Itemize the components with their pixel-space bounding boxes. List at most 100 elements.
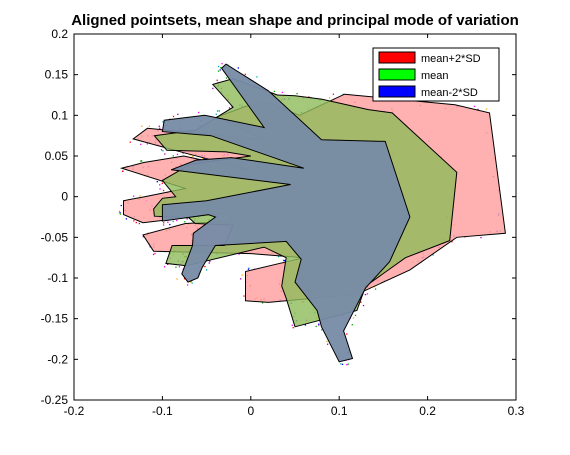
- scatter-point: [169, 223, 171, 226]
- y-tick-label: -0.1: [47, 271, 68, 285]
- scatter-point: [291, 324, 293, 327]
- scatter-point: [163, 266, 166, 268]
- y-tick-label: -0.05: [41, 230, 69, 244]
- axes-layer: -0.2 -0.1 0 0.1 0.2 0.3 0.2 0.15 0.1 0.05 0 -0.05 -0…: [41, 27, 525, 418]
- y-tick-label: -0.15: [41, 312, 69, 326]
- scatter-point: [164, 153, 166, 155]
- scatter-point: [172, 115, 175, 118]
- scatter-point: [283, 259, 285, 262]
- y-tick-label: -0.2: [47, 352, 68, 366]
- scatter-point: [161, 182, 164, 184]
- scatter-point: [159, 188, 161, 190]
- scatter-point: [197, 111, 200, 114]
- scatter-point: [485, 108, 488, 110]
- y-tick-label: 0.05: [45, 149, 69, 163]
- scatter-point: [217, 65, 220, 68]
- scatter-point: [140, 160, 143, 162]
- scatter-point: [432, 254, 434, 256]
- scatter-point: [308, 96, 310, 98]
- scatter-point: [212, 87, 214, 90]
- scatter-point: [183, 278, 186, 280]
- scatter-point: [218, 110, 220, 112]
- chart-title: Aligned pointsets, mean shape and princi…: [71, 12, 519, 29]
- scatter-point: [132, 195, 135, 197]
- scatter-point: [191, 282, 193, 284]
- scatter-point: [228, 107, 231, 109]
- scatter-point: [281, 91, 284, 94]
- scatter-point: [129, 141, 131, 143]
- x-tick-label: -0.1: [152, 404, 173, 418]
- x-tick-label: 0.3: [508, 404, 525, 418]
- scatter-point: [160, 149, 163, 151]
- scatter-point: [315, 325, 317, 328]
- x-tick-label: -0.2: [64, 404, 85, 418]
- scatter-point: [318, 323, 320, 325]
- scatter-point: [248, 267, 250, 269]
- scatter-point: [241, 274, 243, 276]
- x-tick-label: 0.2: [419, 404, 436, 418]
- scatter-point: [304, 324, 307, 326]
- scatter-point: [119, 211, 121, 214]
- scatter-point: [219, 69, 221, 71]
- legend-swatch: [378, 51, 416, 64]
- scatter-point: [162, 121, 164, 123]
- scatter-point: [364, 293, 367, 296]
- scatter-point: [138, 222, 141, 225]
- scatter-point: [360, 301, 362, 303]
- legend-label: mean: [421, 70, 449, 82]
- scatter-point: [176, 219, 178, 222]
- scatter-point: [202, 265, 205, 268]
- scatter-point: [342, 93, 344, 95]
- legend-swatch: [378, 68, 416, 81]
- scatter-point: [374, 288, 377, 290]
- scatter-point: [215, 113, 217, 115]
- scatter-point: [221, 62, 223, 65]
- y-tick-label: 0.15: [45, 68, 69, 82]
- scatter-point: [162, 150, 164, 152]
- scatter-point: [240, 278, 242, 280]
- x-tick-label: 0.1: [331, 404, 348, 418]
- scatter-point: [351, 324, 353, 326]
- scatter-point: [172, 220, 174, 223]
- scatter-point: [216, 110, 219, 112]
- scatter-point: [162, 224, 165, 226]
- scatter-point: [273, 90, 275, 93]
- scatter-point: [237, 67, 239, 69]
- scatter-point: [354, 314, 357, 317]
- scatter-point: [177, 113, 179, 116]
- scatter-point: [159, 127, 161, 129]
- legend-label: mean+2*SD: [421, 53, 481, 65]
- scatter-point: [186, 284, 189, 286]
- scatter-point: [225, 77, 228, 79]
- scatter-point: [140, 160, 142, 162]
- scatter-point: [341, 363, 344, 366]
- y-tick-label: 0.2: [51, 27, 68, 41]
- scatter-point: [154, 252, 156, 255]
- scatter-point: [189, 281, 192, 283]
- scatter-point: [142, 236, 144, 238]
- scatter-point: [292, 327, 294, 329]
- y-tick-label: 0: [61, 190, 68, 204]
- scatter-point: [320, 329, 323, 331]
- shape-layer: [119, 63, 506, 363]
- scatter-point: [346, 364, 348, 366]
- x-tick-label: 0: [247, 404, 254, 418]
- legend: mean+2*SD mean mean-2*SD: [372, 47, 500, 102]
- scatter-point: [162, 189, 165, 192]
- scatter-point: [148, 125, 150, 127]
- scatter-point: [175, 266, 177, 268]
- scatter-point: [277, 255, 280, 258]
- scatter-point: [296, 92, 298, 95]
- scatter-point: [119, 213, 121, 215]
- scatter-point: [362, 304, 365, 307]
- scatter-point: [366, 293, 369, 295]
- scatter-point: [163, 222, 165, 224]
- scatter-point: [347, 363, 349, 365]
- scatter-point: [352, 317, 355, 319]
- scatter-point: [158, 125, 160, 127]
- scatter-point: [203, 158, 205, 160]
- plot-frame: [73, 33, 517, 401]
- scatter-point: [217, 70, 220, 72]
